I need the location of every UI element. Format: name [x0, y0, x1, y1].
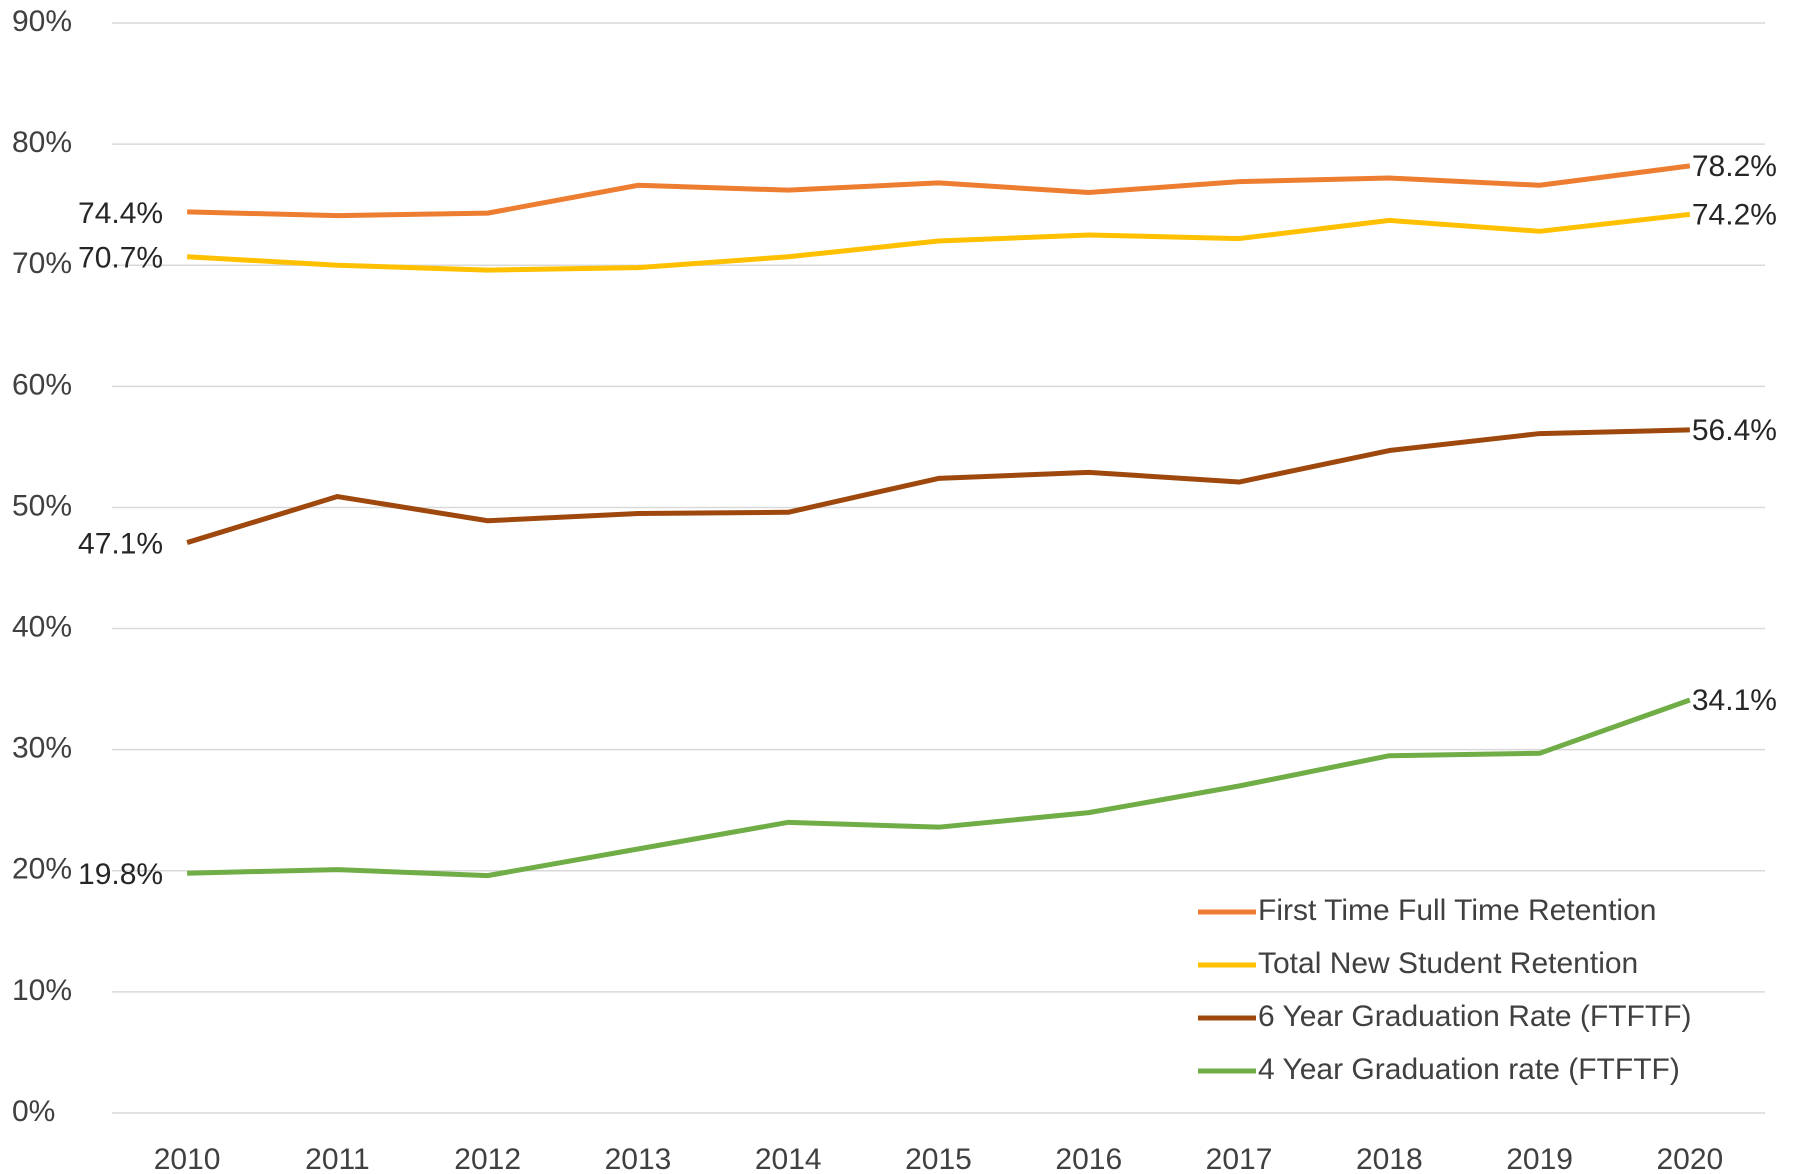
legend-label: First Time Full Time Retention: [1258, 894, 1656, 927]
y-tick-label: 20%: [12, 853, 72, 886]
series-line: [187, 697, 1691, 879]
data-label: 47.1%: [78, 527, 163, 560]
x-tick-label: 2010: [154, 1143, 221, 1174]
x-tick-label: 2014: [755, 1143, 822, 1174]
series-line: [186, 211, 1691, 273]
x-tick-label: 2018: [1356, 1143, 1423, 1174]
legend-label: 4 Year Graduation rate (FTFTF): [1258, 1053, 1680, 1086]
x-tick-label: 2013: [605, 1143, 672, 1174]
data-label: 19.8%: [78, 858, 163, 891]
x-tick-label: 2019: [1506, 1143, 1573, 1174]
x-tick-label: 2016: [1055, 1143, 1122, 1174]
data-label: 74.4%: [78, 197, 163, 230]
x-tick-label: 2020: [1656, 1143, 1723, 1174]
data-label: 74.2%: [1692, 198, 1777, 231]
series-line: [187, 163, 1691, 219]
x-tick-label: 2012: [454, 1143, 521, 1174]
y-tick-label: 60%: [12, 368, 72, 401]
x-tick-label: 2015: [905, 1143, 972, 1174]
y-tick-label: 0%: [12, 1095, 55, 1128]
y-tick-label: 10%: [12, 974, 72, 1007]
data-label: 56.4%: [1692, 414, 1777, 447]
data-label: 78.2%: [1692, 150, 1777, 183]
y-tick-label: 50%: [12, 489, 72, 522]
y-tick-label: 70%: [12, 247, 72, 280]
y-tick-label: 40%: [12, 610, 72, 643]
x-tick-label: 2011: [305, 1143, 370, 1174]
x-tick-label: 2017: [1206, 1143, 1273, 1174]
data-label: 70.7%: [78, 242, 163, 275]
series-line: [186, 427, 1690, 545]
y-tick-label: 90%: [12, 5, 72, 38]
y-tick-label: 80%: [12, 126, 72, 159]
legend-label: Total New Student Retention: [1258, 947, 1638, 980]
data-label: 34.1%: [1692, 684, 1777, 717]
legend-label: 6 Year Graduation Rate (FTFTF): [1258, 1000, 1692, 1033]
y-tick-label: 30%: [12, 732, 72, 765]
